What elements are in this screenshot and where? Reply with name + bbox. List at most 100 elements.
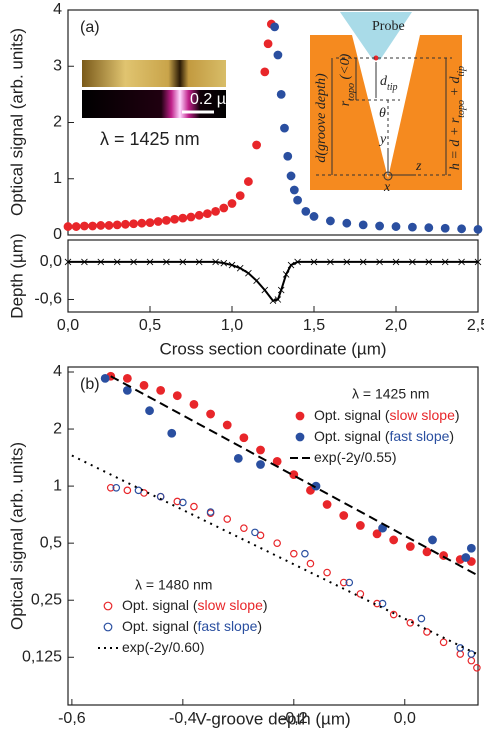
point — [145, 218, 155, 228]
cross-marker — [253, 277, 260, 284]
schematic-label-part: (groove depth) — [314, 73, 329, 156]
point — [273, 539, 281, 547]
point — [129, 219, 139, 229]
legend-label-part: Opt. signal ( — [314, 407, 390, 423]
cross-marker — [392, 258, 400, 266]
point — [223, 515, 232, 523]
cross-marker — [274, 296, 282, 303]
point — [456, 644, 465, 652]
point — [326, 216, 335, 226]
legend-marker — [295, 432, 305, 442]
point — [137, 218, 147, 228]
schematic-label-part: topo — [346, 83, 357, 101]
point — [123, 486, 132, 495]
legend-title: λ = 1480 nm — [135, 577, 212, 593]
x-tick-label: -0,2 — [280, 710, 308, 727]
legend-label: Opt. signal (slow slope) — [314, 407, 460, 423]
schematic-label-part: θ — [379, 106, 386, 121]
point — [457, 224, 467, 234]
legend-label: Opt. signal (fast slope) — [314, 428, 454, 444]
x-tick-label: 2,0 — [385, 317, 407, 334]
y-tick-label: 3 — [53, 57, 62, 74]
cross-marker — [261, 286, 269, 294]
series-line — [71, 454, 478, 655]
point — [406, 619, 415, 627]
probe-label: Probe — [372, 19, 405, 34]
cross-marker — [163, 258, 170, 266]
legend-label-part: ) — [449, 428, 454, 444]
y-tick-label: 0,25 — [31, 591, 62, 608]
point — [355, 521, 365, 530]
point — [206, 508, 215, 516]
point — [79, 221, 89, 231]
point — [233, 454, 243, 463]
x-tick-label: 0,5 — [139, 317, 161, 334]
point — [467, 650, 476, 658]
point — [256, 445, 265, 455]
point — [100, 374, 110, 383]
legend-label-part: Opt. signal ( — [122, 618, 198, 634]
scale-bar-label: 0.2 µm — [190, 91, 239, 108]
probe — [340, 12, 412, 60]
point — [473, 224, 483, 234]
legend-label-part: fast slope — [197, 618, 257, 634]
point — [112, 220, 122, 230]
cross-marker — [458, 258, 465, 266]
point — [428, 535, 437, 545]
cross-marker — [245, 269, 252, 277]
point — [189, 399, 199, 409]
legend-label-part: exp(-2y/0.60) — [122, 639, 204, 655]
wavelength-label: λ = 1425 nm — [100, 129, 200, 149]
cross-marker — [179, 258, 187, 266]
cross-marker — [64, 258, 72, 266]
schematic-label-part: z — [415, 159, 422, 174]
point — [222, 420, 232, 430]
point — [293, 195, 303, 205]
schematic-label-part: h = d + r — [448, 117, 463, 170]
cross-marker — [269, 297, 277, 305]
cross-marker — [343, 258, 351, 266]
point — [389, 535, 399, 545]
y-axis-title: Optical signal (arb. units) — [7, 442, 26, 630]
schematic-label: d(groove depth) — [314, 73, 329, 163]
point — [339, 511, 349, 520]
point — [358, 220, 368, 230]
point — [256, 460, 265, 469]
point — [172, 391, 182, 401]
point — [202, 209, 212, 219]
schematic-label-part: d — [380, 74, 388, 89]
x-tick-label: 1,5 — [303, 317, 325, 334]
point — [252, 140, 262, 150]
point — [206, 409, 215, 419]
point — [423, 628, 431, 636]
schematic-label-part: x — [383, 180, 391, 195]
y-tick-label: 2 — [53, 420, 62, 437]
point — [375, 221, 385, 231]
cross-marker — [441, 258, 449, 266]
point — [424, 223, 434, 233]
point — [323, 568, 331, 577]
cross-marker — [310, 258, 318, 266]
legend-label-part: slow slope — [389, 407, 455, 423]
point — [251, 528, 259, 537]
cross-marker — [212, 258, 219, 266]
cross-marker — [409, 258, 416, 266]
cross-marker — [277, 286, 285, 294]
schematic-label: rtopo (<0) — [338, 53, 357, 106]
point — [173, 497, 182, 506]
cross-marker — [359, 258, 367, 266]
cross-marker — [327, 258, 334, 266]
point — [178, 213, 188, 223]
point — [104, 221, 114, 230]
point — [219, 203, 229, 213]
x-tick-label: 0,0 — [57, 317, 79, 334]
point — [273, 50, 283, 60]
schematic-label: y — [378, 132, 387, 147]
point — [339, 578, 348, 587]
point — [161, 215, 171, 225]
plot-frame — [67, 366, 479, 706]
cross-marker — [294, 258, 301, 266]
point — [306, 559, 315, 568]
legend-label-part: fast slope — [389, 428, 449, 444]
